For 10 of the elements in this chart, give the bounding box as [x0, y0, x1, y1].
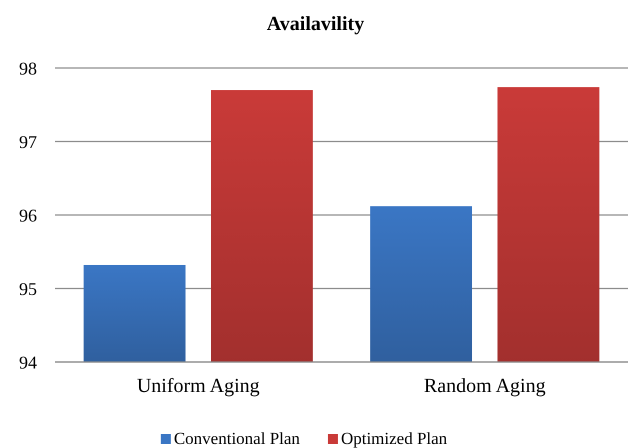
chart-title: Availavility [266, 13, 364, 35]
legend-label: Conventional Plan [174, 429, 300, 448]
y-tick-label: 94 [19, 352, 37, 372]
y-tick-label: 95 [19, 278, 37, 299]
x-tick-label: Random Aging [424, 375, 546, 397]
legend-label: Optimized Plan [340, 429, 448, 448]
x-tick-label: Uniform Aging [136, 375, 260, 397]
y-tick-label: 96 [19, 205, 37, 226]
y-tick-label: 97 [19, 132, 37, 152]
y-tick-label: 98 [19, 58, 37, 78]
